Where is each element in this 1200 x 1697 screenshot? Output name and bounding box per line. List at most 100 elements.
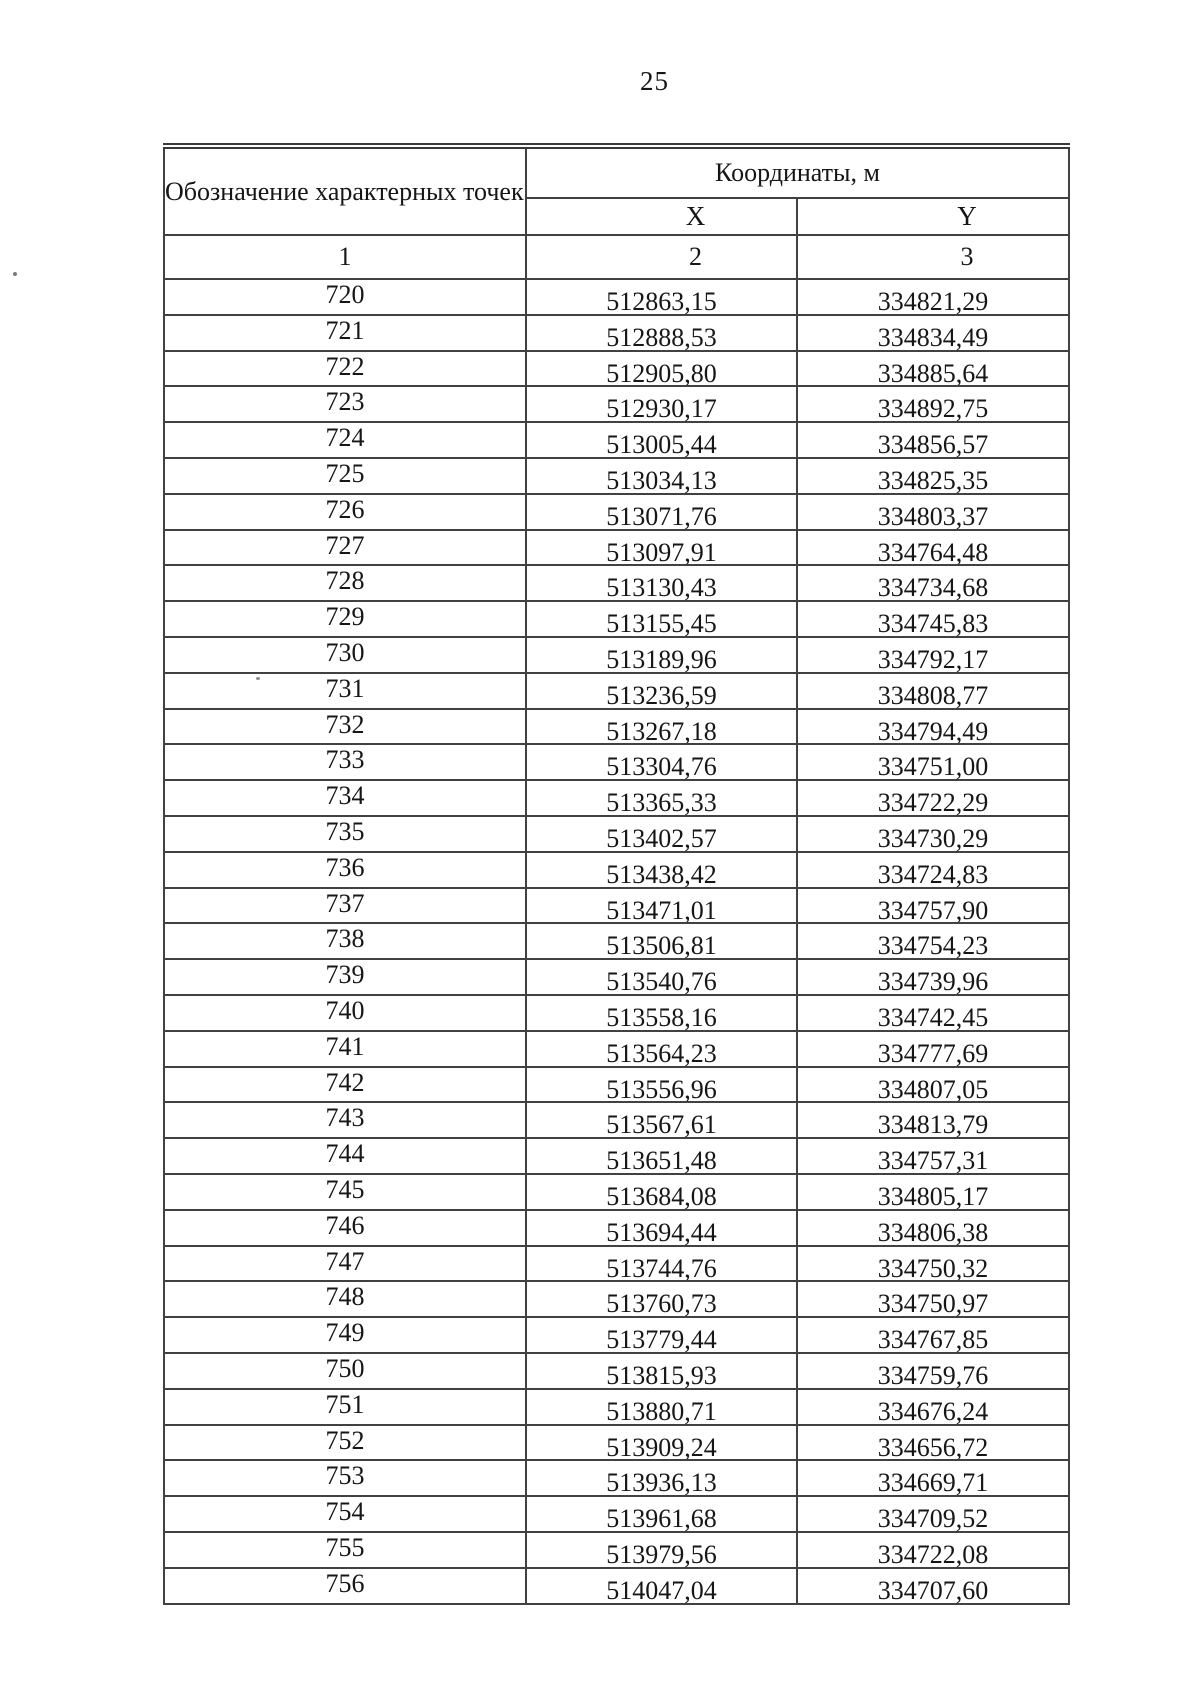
point-cell-value: 754 (325, 1497, 365, 1527)
point-cell: 727 (163, 528, 527, 567)
point-cell: 729 (163, 600, 527, 639)
point-cell-value: 728 (325, 566, 365, 596)
y-cell-value: 334722,29 (877, 788, 989, 817)
point-cell: 753 (163, 1459, 527, 1498)
point-cell-value: 734 (325, 781, 365, 811)
y-cell: 334792,17 (795, 636, 1071, 674)
y-cell-value: 334751,00 (877, 752, 989, 781)
y-cell: 334767,85 (795, 1316, 1071, 1354)
column-number-2: 2 (525, 234, 798, 281)
point-cell: 748 (163, 1280, 527, 1319)
x-cell-value: 513267,18 (606, 716, 717, 745)
point-cell-value: 755 (325, 1532, 365, 1562)
y-cell-value: 334825,35 (877, 466, 989, 494)
x-cell-value: 513815,93 (606, 1361, 717, 1389)
table-row: 735 513402,57 334730,29 (163, 815, 1071, 853)
point-cell-value: 745 (325, 1175, 365, 1205)
column-number-label: 1 (338, 242, 352, 272)
page-number: 25 (640, 66, 669, 96)
y-cell-value: 334754,23 (877, 931, 989, 960)
point-cell: 726 (163, 492, 527, 531)
point-cell: 728 (163, 564, 527, 603)
y-cell-value: 334707,60 (877, 1575, 989, 1604)
y-cell-value: 334757,31 (877, 1146, 989, 1175)
x-cell-value: 512905,80 (606, 358, 717, 387)
y-cell-value: 334794,49 (877, 716, 989, 745)
table-row: 749 513779,44 334767,85 (163, 1316, 1071, 1354)
point-cell: 747 (163, 1244, 527, 1283)
x-cell: 513097,91 (525, 528, 798, 567)
x-cell: 513936,13 (525, 1459, 798, 1498)
column-number-3: 3 (795, 234, 1071, 281)
y-cell: 334757,90 (795, 886, 1071, 925)
table-row: 746 513694,44 334806,38 (163, 1208, 1071, 1247)
table-row: 754 513961,68 334709,52 (163, 1495, 1071, 1533)
point-cell-value: 756 (325, 1568, 365, 1598)
x-column-label: X (685, 201, 706, 231)
y-column-label: Y (957, 201, 977, 231)
column-number-label: 2 (689, 242, 702, 272)
y-cell: 334885,64 (795, 349, 1071, 388)
y-cell: 334821,29 (795, 278, 1071, 316)
scan-speck (13, 272, 17, 276)
y-cell: 334757,31 (795, 1137, 1071, 1176)
x-cell-value: 513558,16 (606, 1003, 717, 1031)
x-cell-value: 514047,04 (606, 1575, 717, 1604)
point-cell: 756 (163, 1566, 527, 1605)
x-cell: 512863,15 (525, 278, 798, 316)
y-cell-value: 334834,49 (877, 322, 989, 351)
table-row: 726 513071,76 334803,37 (163, 492, 1071, 531)
point-cell-value: 740 (325, 996, 365, 1026)
x-cell: 513267,18 (525, 707, 798, 746)
column-number-1: 1 (163, 234, 527, 281)
y-cell-value: 334759,76 (877, 1361, 989, 1389)
y-cell: 334754,23 (795, 922, 1071, 961)
point-cell-value: 732 (325, 709, 365, 739)
x-cell: 513005,44 (525, 421, 798, 460)
y-cell: 334709,52 (795, 1495, 1071, 1533)
y-cell-value: 334885,64 (877, 358, 989, 387)
point-cell: 741 (163, 1029, 527, 1068)
y-cell-value: 334757,90 (877, 895, 989, 924)
x-cell: 513304,76 (525, 743, 798, 782)
x-cell-value: 513779,44 (606, 1325, 717, 1353)
point-cell-value: 741 (325, 1031, 365, 1061)
point-cell-value: 727 (325, 530, 365, 560)
y-cell-value: 334730,29 (877, 824, 989, 852)
x-cell: 513961,68 (525, 1495, 798, 1533)
x-cell-value: 513005,44 (606, 430, 717, 459)
point-cell: 754 (163, 1495, 527, 1533)
y-cell: 334813,79 (795, 1101, 1071, 1140)
table-row: 752 513909,24 334656,72 (163, 1423, 1071, 1462)
y-cell: 334722,08 (795, 1530, 1071, 1569)
point-cell-value: 749 (325, 1318, 365, 1348)
y-cell-value: 334805,17 (877, 1182, 989, 1210)
point-cell: 736 (163, 850, 527, 889)
y-cell: 334669,71 (795, 1459, 1071, 1498)
table-row: 728 513130,43 334734,68 (163, 564, 1071, 603)
y-column-header: Y (795, 196, 1071, 237)
x-cell: 513506,81 (525, 922, 798, 961)
point-cell-value: 753 (325, 1461, 365, 1491)
x-cell-value: 513506,81 (606, 931, 717, 960)
point-cell: 751 (163, 1387, 527, 1426)
x-cell: 513880,71 (525, 1387, 798, 1426)
x-cell-value: 513130,43 (606, 573, 717, 602)
point-cell: 750 (163, 1352, 527, 1390)
point-cell: 725 (163, 457, 527, 495)
x-column-header: X (525, 196, 798, 237)
x-cell-value: 513567,61 (606, 1110, 717, 1139)
point-cell: 740 (163, 994, 527, 1032)
point-cell-value: 724 (325, 423, 365, 453)
coordinates-group-header: Координаты, м (524, 145, 1071, 199)
y-cell: 334751,00 (795, 743, 1071, 782)
x-cell-value: 513438,42 (606, 859, 717, 888)
y-cell-value: 334813,79 (877, 1110, 989, 1139)
point-cell-value: 744 (325, 1139, 365, 1169)
table-row: 743 513567,61 334813,79 (163, 1101, 1071, 1140)
point-cell: 732 (163, 707, 527, 746)
point-cell: 737 (163, 886, 527, 925)
point-cell-value: 736 (325, 852, 365, 882)
point-cell-value: 750 (325, 1354, 365, 1383)
x-cell: 513564,23 (525, 1029, 798, 1068)
